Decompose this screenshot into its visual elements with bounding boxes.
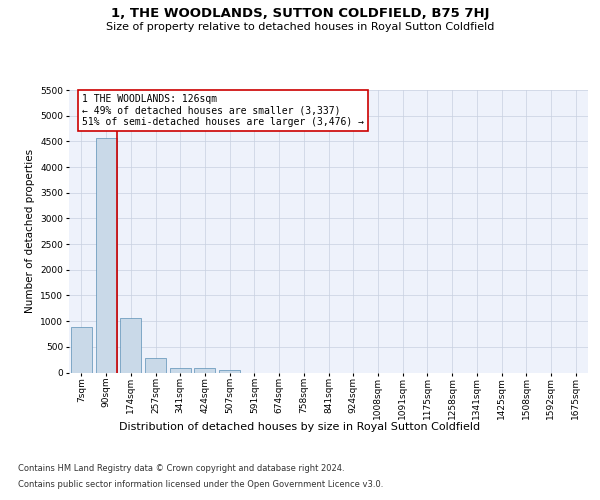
Bar	[145, 358, 166, 372]
Text: Size of property relative to detached houses in Royal Sutton Coldfield: Size of property relative to detached ho…	[106, 22, 494, 32]
Text: Contains HM Land Registry data © Crown copyright and database right 2024.: Contains HM Land Registry data © Crown c…	[18, 464, 344, 473]
Text: 1, THE WOODLANDS, SUTTON COLDFIELD, B75 7HJ: 1, THE WOODLANDS, SUTTON COLDFIELD, B75 …	[111, 8, 489, 20]
Text: 1 THE WOODLANDS: 126sqm
← 49% of detached houses are smaller (3,337)
51% of semi: 1 THE WOODLANDS: 126sqm ← 49% of detache…	[82, 94, 364, 128]
Bar	[170, 368, 191, 372]
Bar	[95, 138, 116, 372]
Text: Contains public sector information licensed under the Open Government Licence v3: Contains public sector information licen…	[18, 480, 383, 489]
Bar	[219, 370, 240, 372]
Y-axis label: Number of detached properties: Number of detached properties	[25, 149, 35, 314]
Text: Distribution of detached houses by size in Royal Sutton Coldfield: Distribution of detached houses by size …	[119, 422, 481, 432]
Bar	[194, 368, 215, 372]
Bar	[71, 328, 92, 372]
Bar	[120, 318, 141, 372]
